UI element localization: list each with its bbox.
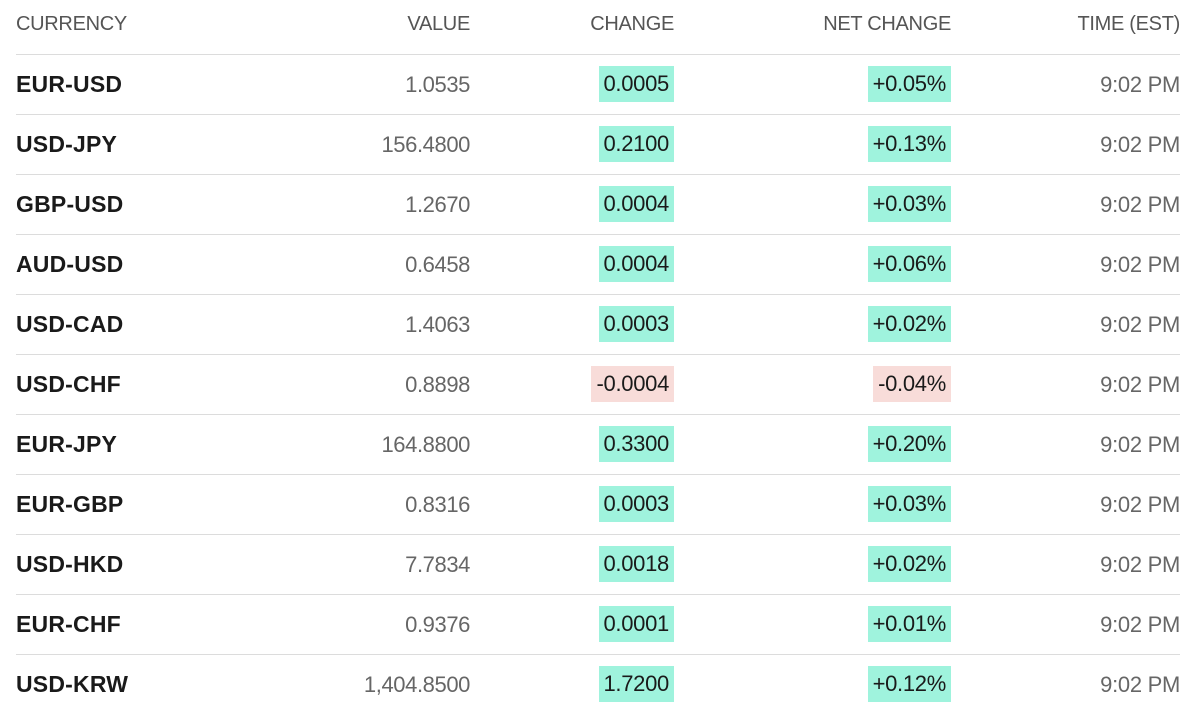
currency-pair-link[interactable]: USD-JPY [16, 131, 118, 157]
table-row: GBP-USD 1.2670 0.0004 +0.03% 9:02 PM [16, 175, 1180, 235]
change-badge: -0.0004 [591, 366, 674, 402]
net-change-badge: +0.20% [867, 426, 951, 462]
table-body: EUR-USD 1.0535 0.0005 +0.05% 9:02 PM USD… [16, 55, 1180, 714]
time-cell: 9:02 PM [1100, 432, 1180, 457]
value-cell: 1.0535 [405, 72, 470, 97]
table-row: USD-KRW 1,404.8500 1.7200 +0.12% 9:02 PM [16, 655, 1180, 714]
net-change-cell: +0.06% [867, 235, 951, 294]
table-row: USD-HKD 7.7834 0.0018 +0.02% 9:02 PM [16, 535, 1180, 595]
change-cell: 0.0003 [598, 295, 674, 354]
currency-pair-link[interactable]: USD-CAD [16, 311, 124, 337]
net-change-cell: +0.20% [867, 415, 951, 474]
change-badge: 0.0003 [598, 306, 674, 342]
change-cell: 1.7200 [598, 655, 674, 714]
change-badge: 0.3300 [598, 426, 674, 462]
value-cell: 1.4063 [405, 312, 470, 337]
change-cell: -0.0004 [591, 355, 674, 414]
time-cell: 9:02 PM [1100, 372, 1180, 397]
time-cell: 9:02 PM [1100, 492, 1180, 517]
value-cell: 0.8316 [405, 492, 470, 517]
net-change-badge: +0.01% [867, 606, 951, 642]
table-row: AUD-USD 0.6458 0.0004 +0.06% 9:02 PM [16, 235, 1180, 295]
change-cell: 0.0001 [598, 595, 674, 654]
value-cell: 7.7834 [405, 552, 470, 577]
value-cell: 0.6458 [405, 252, 470, 277]
currency-pair-link[interactable]: EUR-JPY [16, 431, 118, 457]
table-row: USD-CAD 1.4063 0.0003 +0.02% 9:02 PM [16, 295, 1180, 355]
change-badge: 0.0005 [598, 66, 674, 102]
table-row: EUR-JPY 164.8800 0.3300 +0.20% 9:02 PM [16, 415, 1180, 475]
time-cell: 9:02 PM [1100, 672, 1180, 697]
table-row: EUR-USD 1.0535 0.0005 +0.05% 9:02 PM [16, 55, 1180, 115]
table-row: EUR-CHF 0.9376 0.0001 +0.01% 9:02 PM [16, 595, 1180, 655]
currency-pair-link[interactable]: EUR-GBP [16, 491, 124, 517]
net-change-badge: +0.03% [867, 486, 951, 522]
net-change-badge: +0.02% [867, 306, 951, 342]
net-change-badge: +0.03% [867, 186, 951, 222]
change-badge: 0.2100 [598, 126, 674, 162]
currency-pair-link[interactable]: USD-KRW [16, 671, 129, 697]
change-cell: 0.0004 [598, 175, 674, 234]
table-row: EUR-GBP 0.8316 0.0003 +0.03% 9:02 PM [16, 475, 1180, 535]
net-change-badge: +0.06% [867, 246, 951, 282]
value-cell: 156.4800 [381, 132, 470, 157]
change-badge: 0.0004 [598, 246, 674, 282]
change-badge: 1.7200 [598, 666, 674, 702]
currency-pair-link[interactable]: EUR-USD [16, 71, 123, 97]
time-cell: 9:02 PM [1100, 132, 1180, 157]
column-header-net-change[interactable]: NET CHANGE [823, 13, 951, 35]
change-cell: 0.0003 [598, 475, 674, 534]
change-cell: 0.0005 [598, 55, 674, 114]
time-cell: 9:02 PM [1100, 192, 1180, 217]
change-cell: 0.0018 [598, 535, 674, 594]
net-change-cell: +0.13% [867, 115, 951, 174]
net-change-badge: -0.04% [873, 366, 951, 402]
currency-pair-link[interactable]: AUD-USD [16, 251, 124, 277]
change-badge: 0.0003 [598, 486, 674, 522]
time-cell: 9:02 PM [1100, 252, 1180, 277]
net-change-badge: +0.05% [867, 66, 951, 102]
value-cell: 1,404.8500 [363, 672, 471, 697]
change-cell: 0.2100 [598, 115, 674, 174]
value-cell: 0.8898 [405, 372, 470, 397]
net-change-cell: +0.03% [867, 475, 951, 534]
net-change-cell: -0.04% [873, 355, 951, 414]
net-change-badge: +0.12% [867, 666, 951, 702]
value-cell: 1.2670 [405, 192, 470, 217]
time-cell: 9:02 PM [1100, 612, 1180, 637]
change-badge: 0.0004 [598, 186, 674, 222]
change-cell: 0.3300 [598, 415, 674, 474]
net-change-cell: +0.05% [867, 55, 951, 114]
change-badge: 0.0001 [598, 606, 674, 642]
net-change-cell: +0.02% [867, 535, 951, 594]
net-change-badge: +0.02% [867, 546, 951, 582]
net-change-cell: +0.02% [867, 295, 951, 354]
column-header-time[interactable]: TIME (EST) [1077, 13, 1180, 35]
time-cell: 9:02 PM [1100, 552, 1180, 577]
currency-pair-link[interactable]: GBP-USD [16, 191, 124, 217]
time-cell: 9:02 PM [1100, 312, 1180, 337]
column-header-currency[interactable]: CURRENCY [16, 13, 127, 35]
net-change-badge: +0.13% [867, 126, 951, 162]
net-change-cell: +0.03% [867, 175, 951, 234]
value-cell: 0.9376 [405, 612, 470, 637]
net-change-cell: +0.01% [867, 595, 951, 654]
currency-pair-link[interactable]: USD-CHF [16, 371, 121, 397]
currency-pair-link[interactable]: USD-HKD [16, 551, 124, 577]
table-row: USD-CHF 0.8898 -0.0004 -0.04% 9:02 PM [16, 355, 1180, 415]
table-row: USD-JPY 156.4800 0.2100 +0.13% 9:02 PM [16, 115, 1180, 175]
currency-pair-link[interactable]: EUR-CHF [16, 611, 121, 637]
net-change-cell: +0.12% [867, 655, 951, 714]
change-cell: 0.0004 [598, 235, 674, 294]
table-header: CURRENCY VALUE CHANGE NET CHANGE TIME (E… [16, 0, 1180, 55]
value-cell: 164.8800 [381, 432, 470, 457]
column-header-value[interactable]: VALUE [407, 13, 470, 35]
column-header-change[interactable]: CHANGE [590, 13, 674, 35]
time-cell: 9:02 PM [1100, 72, 1180, 97]
change-badge: 0.0018 [598, 546, 674, 582]
